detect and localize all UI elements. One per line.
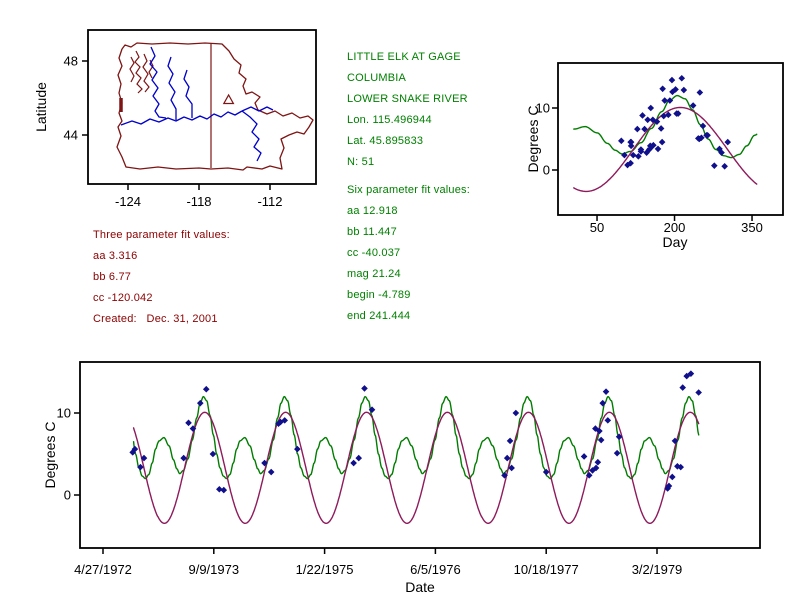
- three-param-block: Three parameter fit values: aa 3.316 bb 6.…: [93, 225, 230, 330]
- station-info-line: N: 51: [347, 156, 375, 168]
- six-param-value: bb 11.447: [347, 226, 397, 238]
- map-plot-frame: [87, 29, 317, 185]
- map-x-tick-label: -124: [115, 194, 141, 209]
- date-x-tick-label: 3/2/1979: [632, 562, 683, 577]
- six-param-value: begin -4.789: [347, 289, 411, 301]
- six-param-value: end 241.444: [347, 310, 411, 322]
- date-y-axis-title: Degrees C: [42, 422, 58, 489]
- date-plot: 4/27/1972 9/9/1973 1/22/1975 6/5/1976 10/18/…: [42, 361, 761, 595]
- station-info-block: LITTLE ELK AT GAGE COLUMBIA LOWER SNAKE RI…: [347, 47, 470, 327]
- snake-river: [241, 110, 262, 162]
- six-parameter-fit-curve: [573, 94, 758, 159]
- river-tributary: [183, 69, 193, 118]
- basin-boundary-outline: [116, 42, 314, 171]
- map-y-tick-label: 44: [64, 128, 78, 143]
- date-y-tick-label: 0: [64, 488, 71, 503]
- puget-sound-shoreline: [129, 56, 135, 83]
- day-y-tick-label: 0: [543, 163, 550, 178]
- station-info-line: COLUMBIA: [347, 72, 407, 84]
- created-date-line: Created: Dec. 31, 2001: [93, 313, 218, 325]
- map-y-axis-title: Latitude: [33, 82, 49, 132]
- columbia-river: [120, 110, 243, 126]
- three-param-value: cc -120.042: [93, 292, 153, 304]
- river-tributary: [167, 56, 177, 120]
- three-parameter-fit-curve: [132, 411, 700, 524]
- map-y-tick-label: 48: [64, 54, 78, 69]
- date-x-tick-label: 1/22/1975: [296, 562, 354, 577]
- map-x-tick-label: -118: [186, 194, 211, 209]
- map-plot: -124 -118 -112 48 44 Latitude: [33, 29, 317, 209]
- observation-points: [618, 74, 732, 170]
- day-x-tick-label: 350: [741, 220, 763, 235]
- date-plot-frame: [79, 361, 761, 549]
- six-param-value: aa 12.918: [347, 205, 398, 217]
- station-marker-triangle: [222, 93, 235, 105]
- station-info-line: Lon. 115.496944: [347, 114, 432, 126]
- day-plot: 50 200 350 0 10 Day Degrees C: [525, 62, 784, 250]
- six-param-value: cc -40.037: [347, 247, 401, 259]
- day-x-axis-title: Day: [663, 234, 688, 250]
- day-y-axis-title: Degrees C: [525, 106, 541, 173]
- date-x-tick-label: 9/9/1973: [188, 562, 239, 577]
- date-plot-axis-ticks: [74, 412, 658, 554]
- day-x-tick-label: 50: [590, 220, 604, 235]
- day-plot-frame: [557, 62, 784, 216]
- map-x-tick-label: -112: [257, 194, 282, 209]
- three-param-value: bb 6.77: [93, 271, 132, 283]
- six-param-title: Six parameter fit values:: [347, 184, 470, 196]
- day-y-tick-label: 10: [536, 101, 550, 116]
- day-x-tick-label: 200: [664, 220, 686, 235]
- three-param-value: aa 3.316: [93, 250, 138, 262]
- map-axis-ticks: [82, 60, 271, 190]
- six-param-value: mag 21.24: [347, 268, 401, 280]
- puget-sound-shoreline: [134, 50, 143, 94]
- station-info-line: LOWER SNAKE RIVER: [347, 93, 468, 105]
- puget-sound-shoreline: [148, 59, 154, 79]
- day-plot-axis-ticks: [552, 107, 753, 221]
- six-parameter-fit-curve: [132, 395, 700, 480]
- station-info-line: Lat. 45.895833: [347, 135, 424, 147]
- upper-columbia-river: [149, 46, 167, 119]
- puget-sound-shoreline: [142, 53, 150, 93]
- station-info-line: LITTLE ELK AT GAGE: [347, 51, 461, 63]
- three-parameter-fit-curve: [573, 106, 758, 193]
- date-x-tick-label: 4/27/1972: [74, 562, 132, 577]
- date-x-tick-label: 6/5/1976: [410, 562, 461, 577]
- three-param-title: Three parameter fit values:: [93, 229, 230, 241]
- clearwater-river: [241, 106, 274, 112]
- date-x-axis-title: Date: [405, 579, 435, 595]
- date-y-tick-label: 10: [57, 406, 71, 421]
- date-x-tick-label: 10/18/1977: [514, 562, 579, 577]
